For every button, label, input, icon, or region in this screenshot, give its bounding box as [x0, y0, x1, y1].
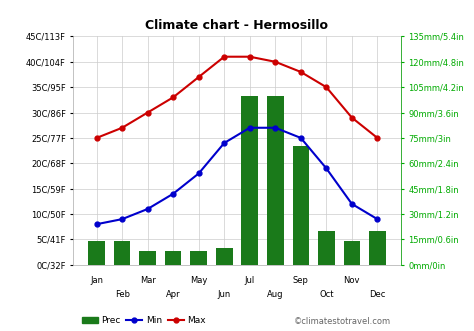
Bar	[369, 231, 386, 265]
Text: Feb: Feb	[115, 290, 130, 299]
Text: Jan: Jan	[90, 276, 103, 285]
Text: Sep: Sep	[293, 276, 309, 285]
Text: Aug: Aug	[267, 290, 283, 299]
Bar	[191, 251, 207, 265]
Text: Nov: Nov	[344, 276, 360, 285]
Bar	[165, 251, 182, 265]
Bar	[267, 96, 283, 265]
Bar	[216, 248, 233, 265]
Title: Climate chart - Hermosillo: Climate chart - Hermosillo	[146, 20, 328, 32]
Text: Jul: Jul	[245, 276, 255, 285]
Text: Jun: Jun	[218, 290, 231, 299]
Bar	[114, 241, 130, 265]
Text: Dec: Dec	[369, 290, 385, 299]
Text: Oct: Oct	[319, 290, 334, 299]
Bar	[318, 231, 335, 265]
Text: Apr: Apr	[166, 290, 181, 299]
Bar	[88, 241, 105, 265]
Text: ©climatestotravel.com: ©climatestotravel.com	[294, 317, 391, 326]
Bar	[344, 241, 360, 265]
Bar	[241, 96, 258, 265]
Text: May: May	[190, 276, 208, 285]
Bar	[292, 146, 309, 265]
Text: Mar: Mar	[140, 276, 155, 285]
Bar	[139, 251, 156, 265]
Legend: Prec, Min, Max: Prec, Min, Max	[78, 312, 210, 329]
